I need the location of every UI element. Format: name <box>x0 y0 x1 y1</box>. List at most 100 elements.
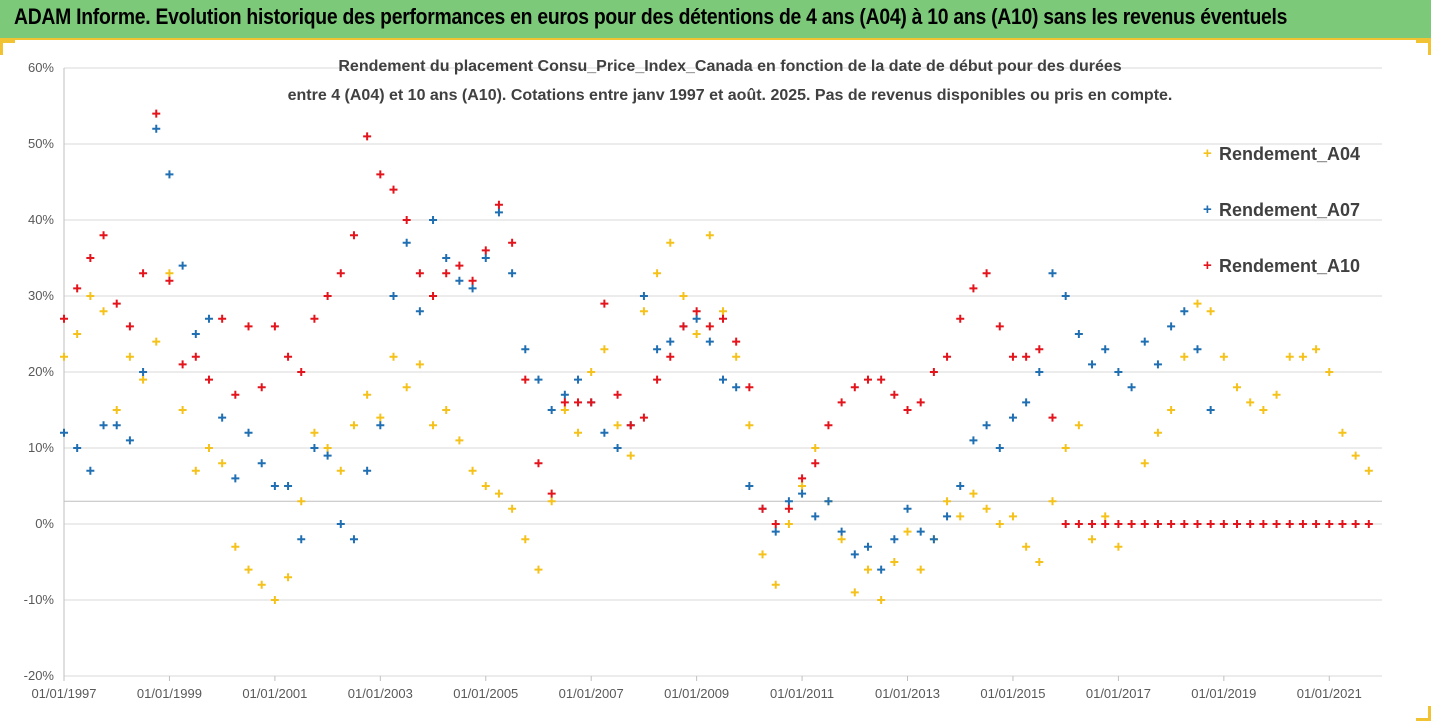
data-point-A10 <box>626 421 635 430</box>
data-point-A04 <box>415 360 424 369</box>
data-point-A04 <box>784 520 793 528</box>
data-point-A07 <box>719 375 727 384</box>
data-point-A07 <box>204 314 213 323</box>
data-point-A04 <box>1272 390 1281 399</box>
y-tick-label: -10% <box>24 592 55 607</box>
data-point-A10 <box>1008 352 1017 361</box>
frame-corner-bottom-right <box>1416 706 1431 721</box>
data-point-A07 <box>1193 345 1202 354</box>
data-point-A10 <box>1272 520 1281 528</box>
data-point-A07 <box>323 451 332 460</box>
data-point-A04 <box>1285 352 1294 361</box>
data-point-A10 <box>653 375 662 384</box>
data-point-A10 <box>1088 520 1097 528</box>
data-point-A04 <box>1022 542 1031 551</box>
data-point-A10 <box>521 375 530 384</box>
data-point-A10 <box>468 276 477 285</box>
data-point-A04 <box>1153 428 1162 437</box>
data-point-A04 <box>165 269 174 278</box>
data-point-A04 <box>86 292 95 300</box>
data-point-A10 <box>165 276 174 285</box>
data-point-A10 <box>112 299 121 308</box>
data-point-A10 <box>758 504 767 513</box>
data-point-A07 <box>1048 269 1057 278</box>
data-point-A07 <box>600 428 609 437</box>
data-point-A07 <box>850 550 859 559</box>
data-point-A10 <box>442 269 451 278</box>
data-point-A04 <box>389 352 398 361</box>
data-point-A07 <box>956 482 965 490</box>
data-point-A10 <box>336 269 345 278</box>
data-point-A04 <box>152 337 161 346</box>
data-point-A10 <box>1193 520 1202 528</box>
data-point-A04 <box>508 504 517 513</box>
y-tick-label: 0% <box>35 516 54 531</box>
data-point-A07 <box>349 535 358 544</box>
data-point-A04 <box>863 565 872 574</box>
data-point-A10 <box>1140 520 1149 528</box>
data-point-A07 <box>389 292 398 300</box>
data-point-A04 <box>639 307 648 316</box>
data-point-A04 <box>574 428 583 437</box>
data-point-A04 <box>349 421 358 430</box>
data-point-A04 <box>1206 307 1215 316</box>
data-point-A04 <box>521 535 530 544</box>
data-point-A10 <box>824 421 833 430</box>
x-tick-label: 01/01/1997 <box>31 686 96 701</box>
data-point-A10 <box>1259 520 1268 528</box>
data-point-A07 <box>692 314 701 323</box>
data-point-A07 <box>178 261 187 270</box>
data-point-A10 <box>1233 520 1242 528</box>
data-point-A04 <box>943 497 952 506</box>
y-tick-label: 30% <box>28 288 54 303</box>
data-point-A10 <box>679 322 688 331</box>
data-point-A04 <box>1338 428 1347 437</box>
data-point-A10 <box>1219 520 1228 528</box>
data-point-A07 <box>1008 413 1017 422</box>
data-point-A04 <box>204 444 213 452</box>
data-point-A07 <box>442 254 451 262</box>
legend-label-A04: Rendement_A04 <box>1219 144 1361 164</box>
data-point-A07 <box>1114 368 1123 376</box>
data-point-A10 <box>1035 345 1044 354</box>
data-point-A07 <box>73 444 82 452</box>
data-point-A07 <box>771 527 780 536</box>
data-point-A04 <box>560 406 569 414</box>
data-point-A04 <box>956 512 965 521</box>
data-point-A10 <box>600 299 609 308</box>
data-point-A10 <box>1022 352 1031 361</box>
data-point-A07 <box>1061 292 1070 300</box>
data-point-A07 <box>943 512 952 521</box>
data-point-A10 <box>890 390 899 399</box>
data-point-A10 <box>863 375 872 384</box>
data-point-A04 <box>653 269 662 278</box>
data-point-A04 <box>745 421 754 430</box>
data-point-A07 <box>231 474 240 483</box>
data-point-A10 <box>1364 520 1373 528</box>
data-point-A04 <box>547 497 556 506</box>
data-point-A10 <box>1298 520 1307 528</box>
data-point-A04 <box>679 292 688 300</box>
data-point-A10 <box>310 314 319 323</box>
data-point-A10 <box>389 185 398 194</box>
data-point-A04 <box>1193 299 1202 308</box>
data-point-A07 <box>890 535 899 544</box>
data-point-A07 <box>310 444 319 452</box>
data-point-A04 <box>1180 352 1189 361</box>
data-point-A10 <box>798 474 807 483</box>
data-point-A07 <box>508 269 517 278</box>
data-point-A04 <box>231 542 240 551</box>
data-point-A04 <box>1364 466 1373 475</box>
data-point-A07 <box>494 208 503 217</box>
data-point-A07 <box>1127 383 1136 392</box>
data-point-A04 <box>336 466 345 475</box>
data-point-A10 <box>139 269 148 278</box>
x-tick-label: 01/01/2003 <box>348 686 413 701</box>
data-point-A10 <box>1180 520 1189 528</box>
data-point-A10 <box>982 269 991 278</box>
data-point-A07 <box>1022 398 1031 407</box>
data-point-A04 <box>1008 512 1017 521</box>
data-point-A04 <box>758 550 767 559</box>
data-point-A10 <box>257 383 266 392</box>
data-point-A10 <box>1206 520 1215 528</box>
